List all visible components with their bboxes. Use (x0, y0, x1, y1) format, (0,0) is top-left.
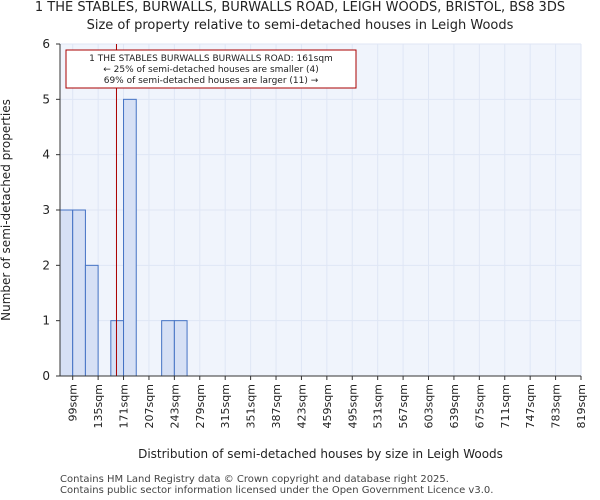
x-tick-label: 639sqm (448, 384, 461, 428)
x-tick-label: 279sqm (194, 384, 207, 428)
y-tick-label: 1 (42, 314, 50, 328)
x-tick-label: 423sqm (295, 384, 308, 428)
x-tick-label: 531sqm (372, 384, 385, 428)
y-axis-ticks: 0 1 2 3 4 5 6 (42, 37, 60, 383)
x-tick-label: 567sqm (397, 384, 410, 428)
y-tick-label: 3 (42, 203, 50, 217)
histogram-bar (59, 209, 74, 377)
chart-subtitle: Size of property relative to semi-detach… (86, 18, 514, 33)
y-tick-label: 6 (42, 37, 50, 51)
annotation-box: 1 THE STABLES BURWALLS BURWALLS ROAD: 16… (65, 49, 357, 89)
chart-title: 1 THE STABLES, BURWALLS, BURWALLS ROAD, … (34, 0, 566, 15)
x-tick-label: 819sqm (575, 384, 588, 428)
annotation-line-1: 1 THE STABLES BURWALLS BURWALLS ROAD: 16… (89, 54, 333, 64)
x-axis-label: Distribution of semi-detached houses by … (138, 447, 503, 461)
footer-line-1: Contains HM Land Registry data © Crown c… (60, 474, 449, 485)
histogram-bar (110, 320, 125, 377)
x-tick-label: 783sqm (550, 384, 563, 428)
histogram-chart: 0 1 2 3 4 5 6 99sqm 135sqm 171sqm 207sqm 243sqm 279… (0, 37, 588, 461)
x-tick-label: 459sqm (321, 384, 334, 428)
x-tick-label: 135sqm (92, 384, 105, 428)
y-tick-label: 0 (42, 369, 50, 383)
x-tick-label: 243sqm (168, 384, 181, 428)
histogram-bar (72, 209, 86, 377)
x-tick-label: 675sqm (473, 384, 486, 428)
x-tick-label: 207sqm (143, 384, 156, 428)
x-tick-label: 603sqm (423, 384, 436, 428)
annotation-line-3: 69% of semi-detached houses are larger (… (104, 76, 319, 86)
x-tick-label: 747sqm (524, 384, 537, 428)
x-tick-label: 711sqm (499, 384, 512, 428)
histogram-bar (123, 98, 137, 377)
histogram-bars (59, 98, 188, 377)
footer-line-2: Contains public sector information licen… (60, 485, 494, 496)
histogram-bar (173, 320, 188, 377)
annotation-line-2: ← 25% of semi-detached houses are smalle… (103, 65, 319, 75)
x-tick-label: 351sqm (245, 384, 258, 428)
y-tick-label: 4 (42, 148, 50, 162)
attribution-footer: Contains HM Land Registry data © Crown c… (60, 474, 493, 496)
x-tick-label: 171sqm (118, 384, 131, 428)
histogram-bar (84, 264, 99, 377)
y-axis-label: Number of semi-detached properties (0, 99, 13, 321)
x-tick-label: 99sqm (67, 384, 80, 421)
histogram-bar (161, 320, 175, 377)
y-tick-label: 5 (42, 92, 50, 106)
x-tick-label: 387sqm (270, 384, 283, 428)
y-tick-label: 2 (42, 258, 50, 272)
x-tick-label: 495sqm (346, 384, 359, 428)
x-axis-ticks: 99sqm 135sqm 171sqm 207sqm 243sqm 279sqm 315sq… (67, 376, 588, 428)
x-tick-label: 315sqm (219, 384, 232, 428)
annotation-border (65, 49, 357, 89)
